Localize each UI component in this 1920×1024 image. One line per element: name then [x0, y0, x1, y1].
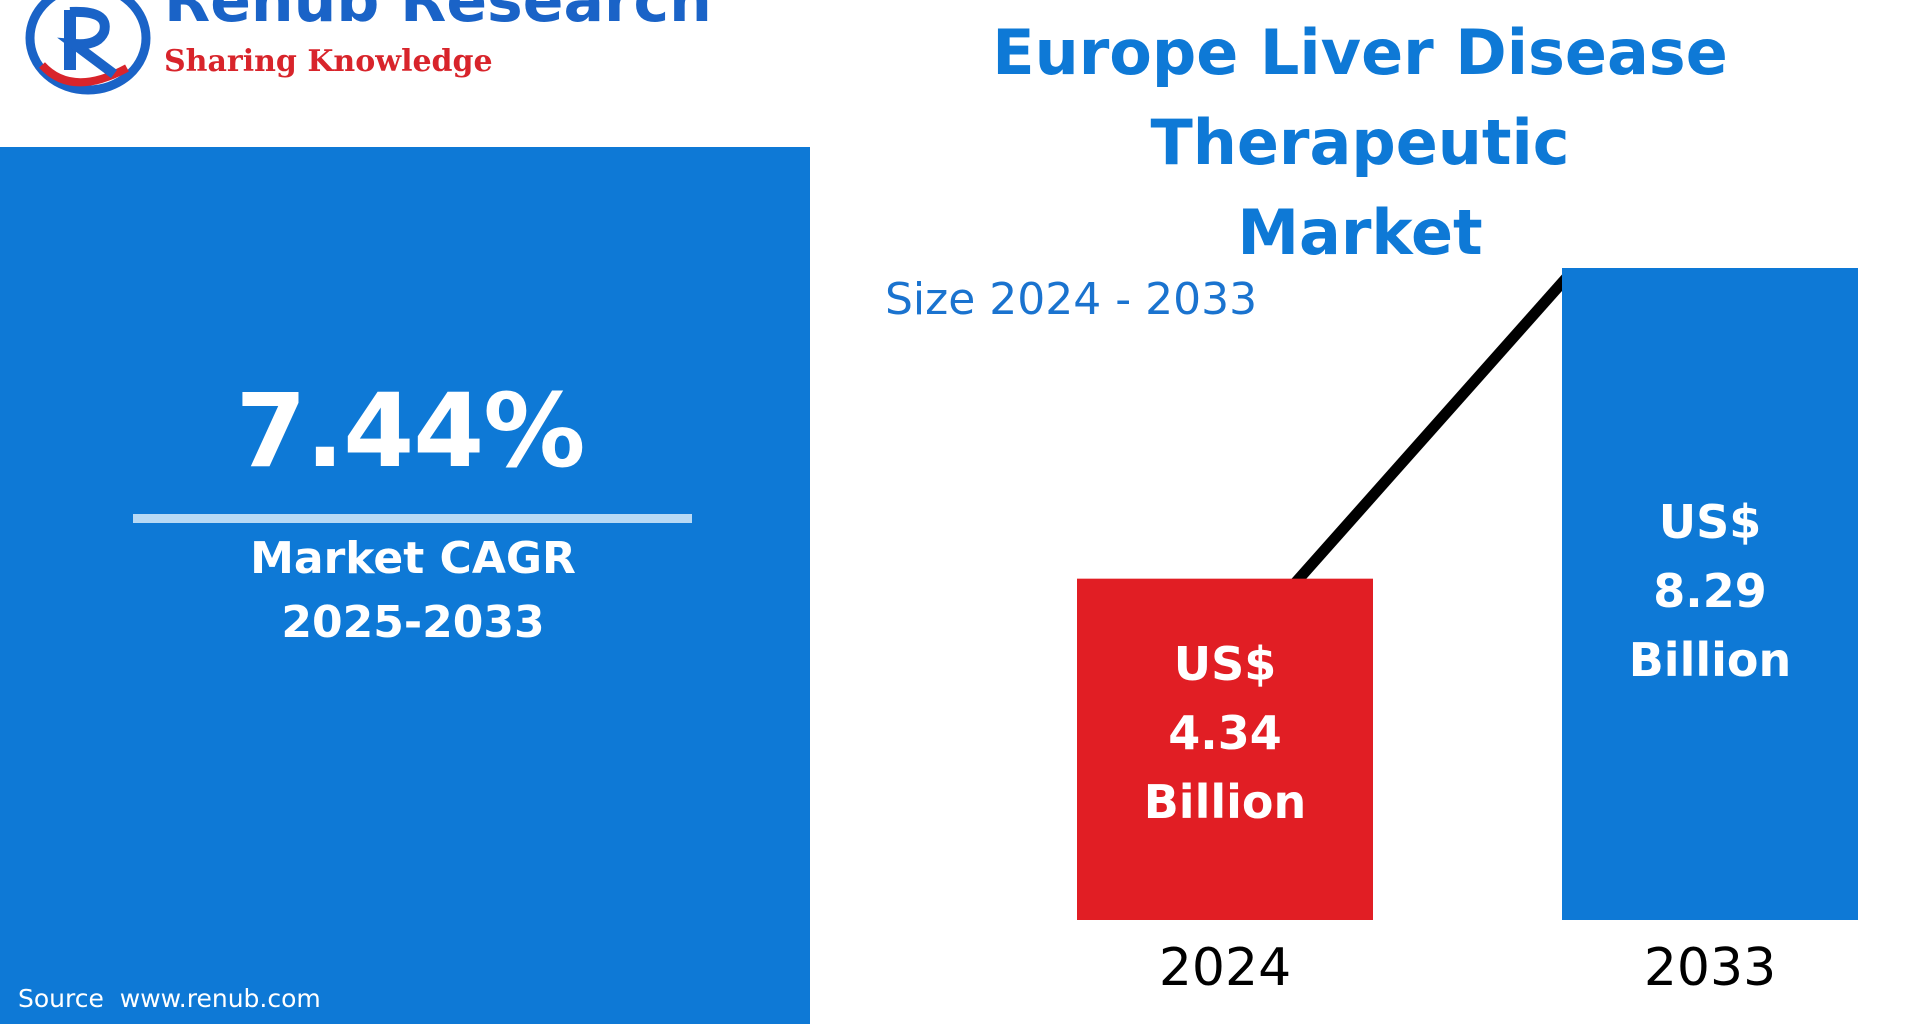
x-tick-2033: 2033	[1644, 938, 1776, 998]
bar-label-2033-line2: 8.29	[1653, 564, 1767, 618]
cagr-panel: 7.44% Market CAGR 2025-2033 Source www.r…	[0, 147, 810, 1024]
trend-line	[1286, 272, 1573, 593]
bar-2024	[1077, 578, 1373, 920]
bar-label-2024-line2: 4.34	[1168, 706, 1282, 760]
title-line2: Market	[1237, 196, 1483, 269]
bar-2033	[1562, 268, 1858, 920]
x-tick-2024: 2024	[1159, 938, 1291, 998]
bar-label-2024-line1: US$	[1174, 637, 1277, 691]
page-title: Europe Liver Disease Therapeutic Market	[800, 8, 1920, 278]
bar-label-2033-line1: US$	[1659, 495, 1762, 549]
chart-subtitle: Size 2024 - 2033	[885, 274, 1258, 325]
cagr-value: 7.44%	[235, 372, 586, 491]
cagr-label-line2: 2025-2033	[281, 597, 545, 648]
source-text: Source www.renub.com	[18, 984, 321, 1013]
bar-label-2033-line3: Billion	[1629, 633, 1791, 687]
logo-name: Renub Research	[164, 0, 712, 36]
renub-r-logo-icon	[25, 0, 151, 95]
bar-label-2024-line3: Billion	[1144, 775, 1306, 829]
cagr-label-line1: Market CAGR	[250, 533, 576, 584]
cagr-divider	[133, 514, 692, 523]
title-line1: Europe Liver Disease Therapeutic	[992, 16, 1728, 179]
renub-logo: Renub Research Sharing Knowledge	[22, 0, 712, 100]
cagr-label: Market CAGR 2025-2033	[0, 527, 826, 655]
logo-tagline: Sharing Knowledge	[164, 44, 493, 79]
